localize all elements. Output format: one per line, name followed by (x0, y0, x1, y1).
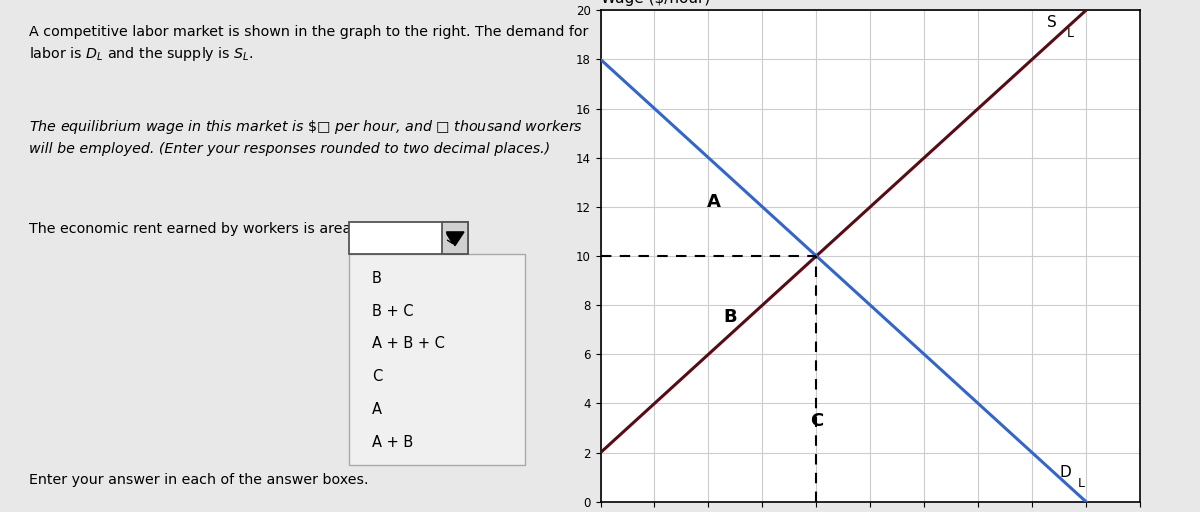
Polygon shape (446, 232, 464, 246)
Text: D: D (1060, 465, 1070, 480)
Text: The equilibrium wage in this market is $\$$□ per hour, and □ thousand workers
wi: The equilibrium wage in this market is $… (29, 118, 583, 156)
Text: A + B: A + B (372, 435, 413, 450)
Text: B + C: B + C (372, 304, 413, 318)
Text: L: L (1067, 28, 1074, 40)
Text: The economic rent earned by workers is area: The economic rent earned by workers is a… (29, 222, 352, 236)
Text: A: A (707, 193, 721, 211)
Text: A: A (372, 402, 382, 417)
Text: S: S (1046, 15, 1057, 30)
Bar (443, 222, 468, 253)
Text: B: B (372, 271, 382, 286)
Text: Enter your answer in each of the answer boxes.: Enter your answer in each of the answer … (29, 473, 368, 487)
Text: Wage ($/hour): Wage ($/hour) (600, 0, 709, 6)
Text: A competitive labor market is shown in the graph to the right. The demand for
la: A competitive labor market is shown in t… (29, 25, 588, 63)
Bar (349, 222, 468, 253)
Bar (349, 253, 524, 465)
Text: C: C (372, 369, 382, 384)
Text: B: B (724, 308, 737, 327)
Text: L: L (1078, 477, 1085, 490)
Text: C: C (810, 412, 823, 430)
Text: A + B + C: A + B + C (372, 336, 444, 351)
